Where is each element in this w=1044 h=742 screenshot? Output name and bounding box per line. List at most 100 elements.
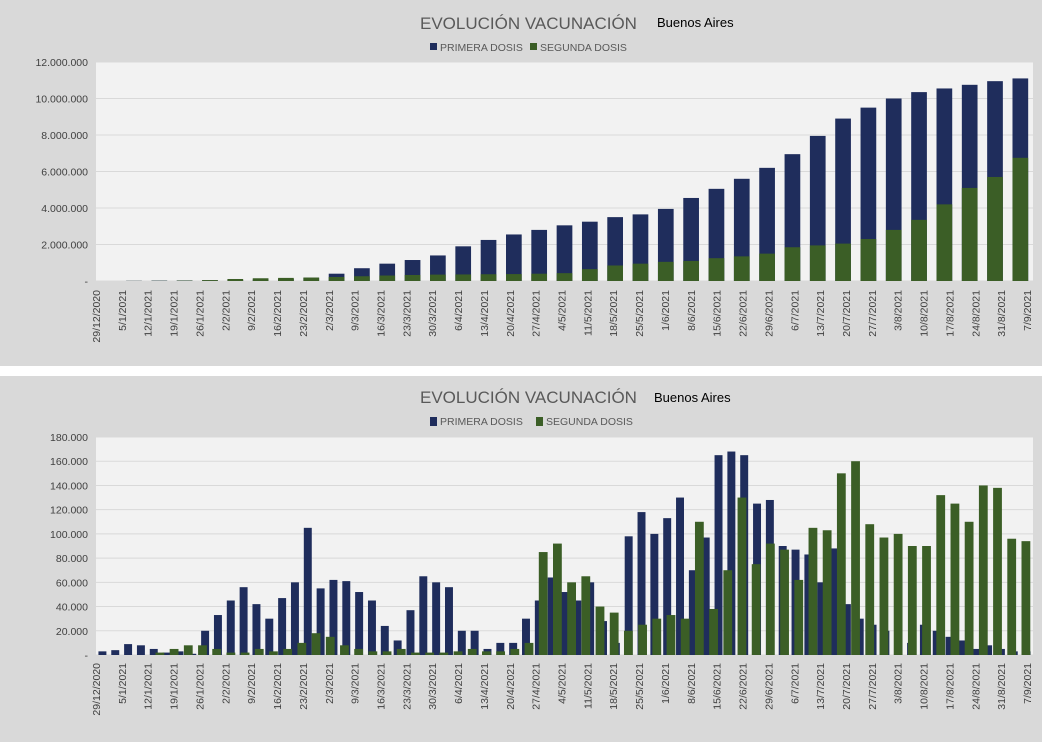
x-tick-label: 17/8/2021 bbox=[944, 663, 956, 710]
bar-segunda-dosis bbox=[482, 651, 491, 655]
bar-segunda-dosis bbox=[765, 543, 775, 655]
x-tick-label: 17/8/2021 bbox=[944, 290, 956, 337]
bar-segunda-dosis bbox=[784, 247, 801, 281]
bar-segunda-dosis bbox=[340, 645, 349, 655]
x-tick-label: 22/6/2021 bbox=[738, 290, 750, 337]
x-tick-label: 2/3/2021 bbox=[324, 663, 336, 704]
bar-primera-dosis bbox=[445, 587, 453, 655]
x-tick-label: 30/3/2021 bbox=[427, 663, 439, 710]
bar-segunda-dosis bbox=[510, 648, 520, 655]
bar-segunda-dosis bbox=[506, 274, 522, 281]
x-tick-label: 18/5/2021 bbox=[608, 663, 620, 710]
bar-primera-dosis bbox=[496, 642, 505, 655]
bar-segunda-dosis bbox=[657, 261, 674, 281]
bar-segunda-dosis bbox=[480, 274, 497, 281]
x-tick-label: 20/4/2021 bbox=[505, 290, 517, 337]
chart-panel-daily: EVOLUCIÓN VACUNACIÓN Buenos Aires PRIMER… bbox=[0, 376, 1042, 742]
bar-segunda-dosis bbox=[212, 648, 222, 655]
bar-primera-dosis bbox=[290, 582, 299, 655]
bar-primera-dosis bbox=[303, 527, 312, 655]
chart-panel-cumulative: EVOLUCIÓN VACUNACIÓN Buenos Aires PRIMER… bbox=[0, 0, 1042, 366]
bar-segunda-dosis bbox=[961, 187, 978, 281]
y-tick-label: 120.000 bbox=[50, 505, 88, 517]
bar-primera-dosis bbox=[676, 497, 684, 655]
x-tick-label: 15/6/2021 bbox=[712, 663, 724, 710]
bar-primera-dosis bbox=[175, 651, 184, 655]
x-tick-label: 25/5/2021 bbox=[634, 290, 646, 337]
bar-segunda-dosis bbox=[987, 176, 1003, 281]
bar-segunda-dosis bbox=[632, 263, 649, 281]
bar-primera-dosis bbox=[817, 582, 826, 655]
bar-segunda-dosis bbox=[709, 608, 718, 655]
bar-primera-dosis bbox=[162, 652, 171, 655]
bar-segunda-dosis bbox=[978, 485, 988, 655]
bar-segunda-dosis bbox=[737, 497, 747, 655]
x-tick-label: 24/8/2021 bbox=[970, 290, 982, 337]
x-tick-label: 13/4/2021 bbox=[479, 663, 491, 710]
bar-primera-dosis bbox=[607, 217, 623, 281]
bar-segunda-dosis bbox=[759, 253, 775, 281]
bar-segunda-dosis bbox=[524, 642, 534, 655]
bar-segunda-dosis bbox=[379, 275, 396, 281]
x-tick-label: 26/1/2021 bbox=[194, 290, 206, 337]
x-tick-label: 10/8/2021 bbox=[919, 290, 931, 337]
bar-primera-dosis bbox=[688, 570, 697, 655]
bar-primera-dosis bbox=[835, 118, 851, 281]
x-tick-label: 12/1/2021 bbox=[143, 290, 155, 337]
x-tick-label: 12/1/2021 bbox=[143, 663, 155, 710]
bar-primera-dosis bbox=[342, 581, 351, 655]
bar-segunda-dosis bbox=[556, 273, 573, 281]
bar-primera-dosis bbox=[201, 630, 210, 655]
bar-primera-dosis bbox=[624, 536, 633, 655]
bars bbox=[126, 78, 1029, 282]
x-tick-label: 29/12/2020 bbox=[91, 663, 103, 716]
bar-segunda-dosis bbox=[751, 564, 761, 655]
bar-segunda-dosis bbox=[860, 239, 877, 281]
x-tick-label: 30/3/2021 bbox=[427, 290, 439, 337]
bar-segunda-dosis bbox=[950, 503, 960, 655]
bar-primera-dosis bbox=[136, 645, 145, 655]
bar-segunda-dosis bbox=[851, 461, 860, 655]
bar-primera-dosis bbox=[265, 618, 274, 655]
bar-primera-dosis bbox=[98, 651, 107, 655]
legend-swatch-primera bbox=[430, 43, 437, 50]
y-tick-label: - bbox=[85, 650, 89, 662]
bar-segunda-dosis bbox=[567, 582, 576, 655]
bar-segunda-dosis bbox=[226, 652, 236, 655]
x-tick-label: 23/2/2021 bbox=[298, 663, 310, 710]
bar-segunda-dosis bbox=[227, 278, 244, 281]
bar-segunda-dosis bbox=[1012, 157, 1029, 281]
x-tick-label: 16/3/2021 bbox=[375, 663, 387, 710]
y-tick-label: 20.000 bbox=[56, 626, 88, 638]
bar-segunda-dosis bbox=[311, 633, 321, 655]
y-tick-label: 60.000 bbox=[56, 577, 88, 589]
bar-segunda-dosis bbox=[723, 570, 733, 655]
bar-primera-dosis bbox=[547, 577, 556, 655]
x-tick-label: 25/5/2021 bbox=[634, 663, 646, 710]
bar-segunda-dosis bbox=[325, 636, 335, 655]
bar-segunda-dosis bbox=[607, 265, 623, 281]
bar-segunda-dosis bbox=[836, 473, 846, 655]
bar-primera-dosis bbox=[226, 600, 235, 655]
bar-primera-dosis bbox=[457, 630, 466, 655]
x-tick-label: 13/7/2021 bbox=[815, 663, 827, 710]
bar-primera-dosis bbox=[355, 592, 364, 655]
legend-label-primera: PRIMERA DOSIS bbox=[440, 42, 523, 54]
x-tick-label: 11/5/2021 bbox=[582, 663, 594, 709]
bar-segunda-dosis bbox=[396, 648, 406, 655]
bar-primera-dosis bbox=[759, 167, 775, 281]
bar-primera-dosis bbox=[111, 650, 120, 655]
x-tick-label: 27/4/2021 bbox=[531, 290, 543, 337]
bar-primera-dosis bbox=[367, 600, 376, 655]
chart-title: EVOLUCIÓN VACUNACIÓN bbox=[420, 14, 637, 33]
x-tick-label: 23/3/2021 bbox=[401, 290, 413, 337]
chart-subtitle: Buenos Aires bbox=[654, 390, 731, 405]
legend-label-segunda: SEGUNDA DOSIS bbox=[540, 42, 627, 54]
bar-primera-dosis bbox=[971, 648, 980, 655]
x-tick-label: 22/6/2021 bbox=[738, 663, 750, 710]
bar-segunda-dosis bbox=[283, 648, 293, 655]
bar-primera-dosis bbox=[714, 455, 723, 655]
bar-segunda-dosis bbox=[581, 576, 591, 655]
bar-primera-dosis bbox=[480, 239, 497, 281]
bar-primera-dosis bbox=[470, 630, 479, 655]
